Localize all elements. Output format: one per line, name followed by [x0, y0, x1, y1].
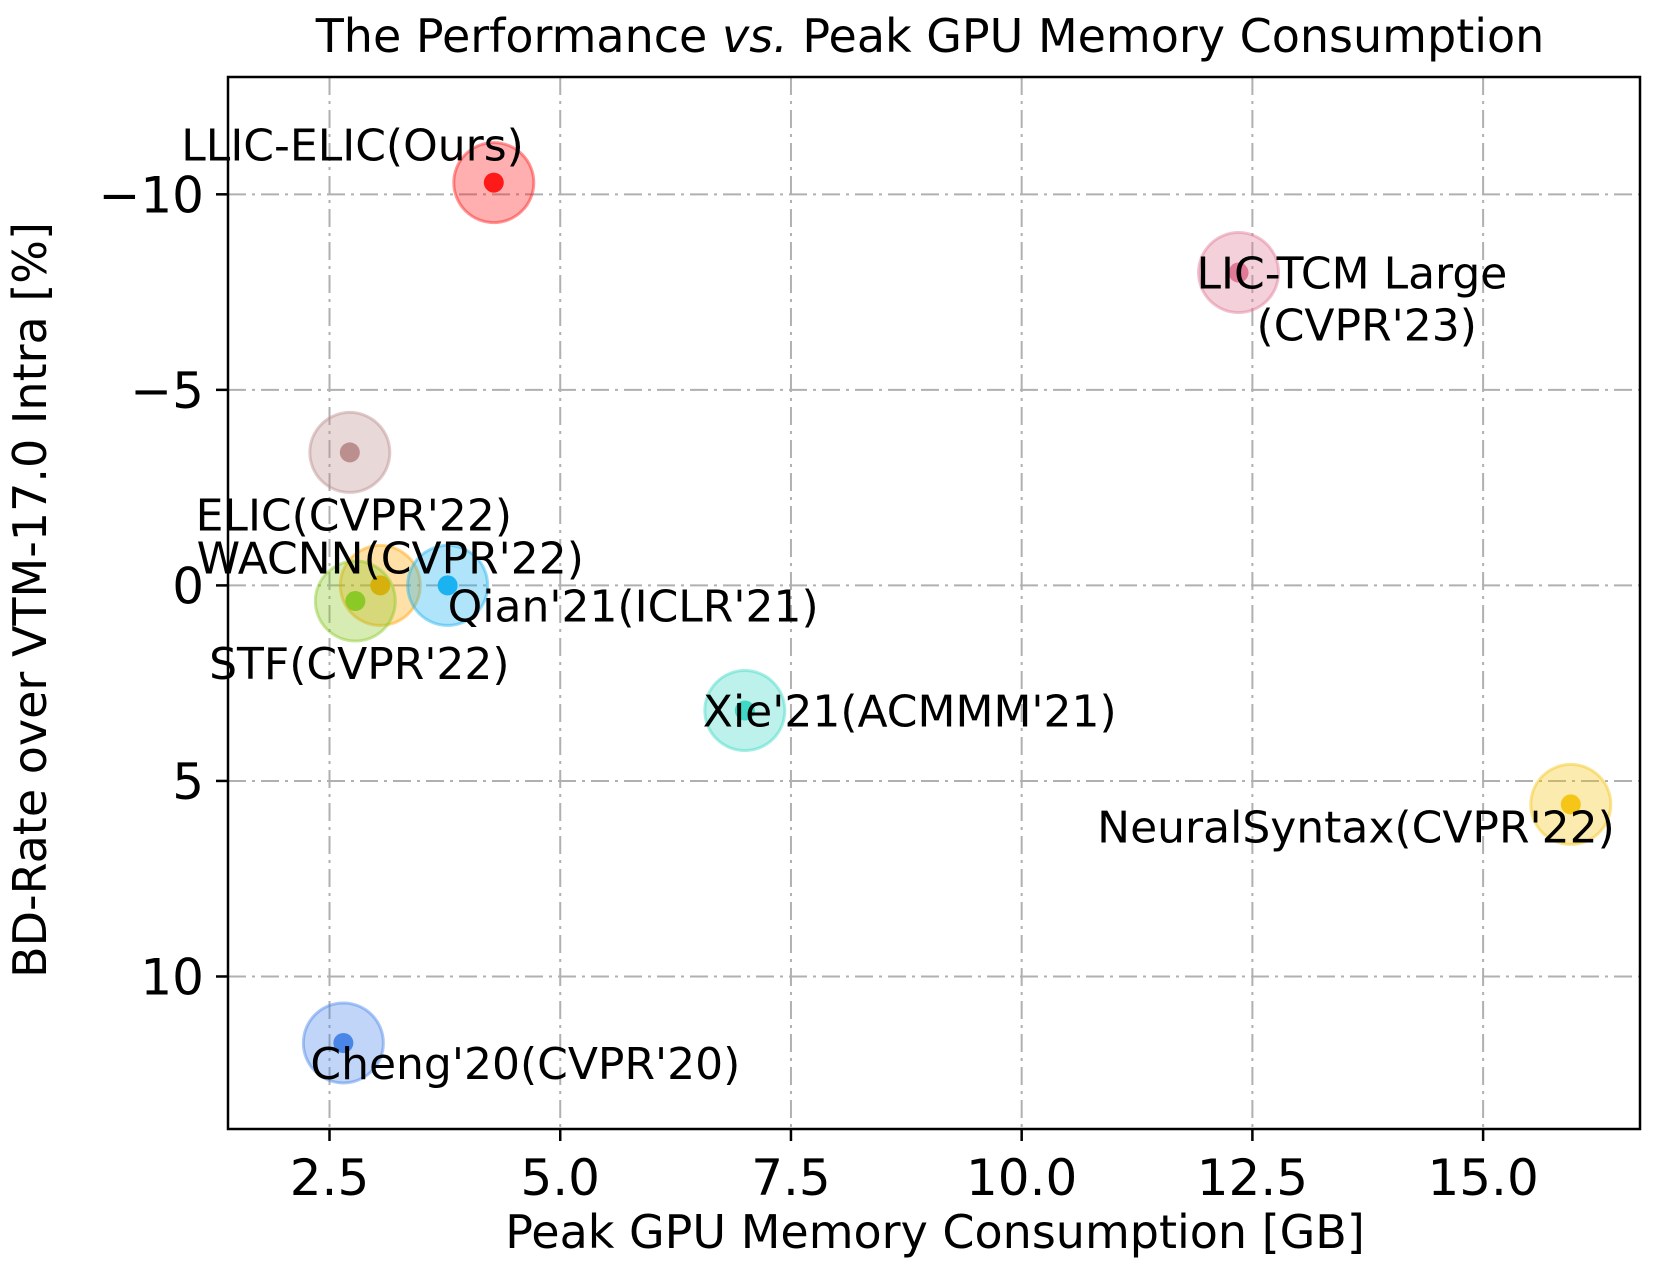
point-label: NeuralSyntax(CVPR'22): [1097, 802, 1615, 853]
point-marker: [437, 575, 458, 596]
chart-title: The Performance vs. Peak GPU Memory Cons…: [315, 9, 1545, 63]
x-tick-label: 10.0: [966, 1149, 1077, 1207]
point-label-line: Xie'21(ACMMM'21): [703, 687, 1117, 738]
chart-title-italic: vs.: [722, 9, 788, 63]
axis-ticks: 2.5 5.0 7.5 10.0 12.5 15.0 −10 −5 0 5 10: [98, 166, 1538, 1207]
point-label-line: WACNN(CVPR'22): [197, 533, 584, 584]
point-label-line: ELIC(CVPR'22): [196, 490, 512, 541]
chart-title-before: The Performance: [315, 9, 722, 63]
y-tick-label: 0: [172, 557, 204, 615]
point-marker: [734, 700, 755, 721]
point-label: ELIC(CVPR'22): [196, 490, 512, 541]
point-label: LLIC-ELIC(Ours): [181, 121, 523, 172]
point-label: LIC-TCM Large (CVPR'23): [1197, 249, 1508, 352]
chart-title-after: Peak GPU Memory Consumption: [788, 9, 1545, 63]
point-label-line: Qian'21(ICLR'21): [448, 581, 819, 632]
point-label-line: (CVPR'23): [1257, 301, 1477, 352]
point-label-line: NeuralSyntax(CVPR'22): [1097, 802, 1615, 853]
point-marker: [483, 172, 504, 193]
y-axis-label: BD-Rate over VTM-17.0 Intra [%]: [3, 222, 57, 978]
point-labels: LLIC-ELIC(Ours) LIC-TCM Large (CVPR'23) ELI…: [181, 121, 1614, 1090]
grid: [228, 77, 1640, 1129]
x-tick-label: 2.5: [290, 1149, 370, 1207]
x-tick-label: 12.5: [1197, 1149, 1308, 1207]
x-tick-label: 15.0: [1427, 1149, 1538, 1207]
point-label: Cheng'20(CVPR'20): [310, 1039, 740, 1090]
point-label: WACNN(CVPR'22): [197, 533, 584, 584]
point-marker: [370, 575, 391, 596]
x-tick-label: 7.5: [751, 1149, 831, 1207]
point-marker: [1228, 262, 1249, 283]
point-label: Qian'21(ICLR'21): [448, 581, 819, 632]
point-label: STF(CVPR'22): [209, 639, 509, 690]
point-marker: [333, 1032, 354, 1053]
y-tick-label: −5: [130, 362, 204, 420]
y-tick-label: 10: [140, 948, 204, 1006]
y-tick-label: −10: [98, 166, 204, 224]
point-label-line: Cheng'20(CVPR'20): [310, 1039, 740, 1090]
point-marker: [1560, 794, 1581, 815]
point-marker: [345, 591, 366, 612]
data-points: [301, 141, 1613, 1085]
point-label: Xie'21(ACMMM'21): [703, 687, 1117, 738]
y-tick-label: 5: [172, 753, 204, 811]
point-label-line: STF(CVPR'22): [209, 639, 509, 690]
x-tick-label: 5.0: [520, 1149, 600, 1207]
plot-frame: [226, 75, 1642, 1131]
point-marker: [339, 442, 360, 463]
point-label-line: LIC-TCM Large: [1197, 249, 1508, 300]
x-axis-label: Peak GPU Memory Consumption [GB]: [505, 1205, 1365, 1259]
point-label-line: LLIC-ELIC(Ours): [181, 121, 523, 172]
